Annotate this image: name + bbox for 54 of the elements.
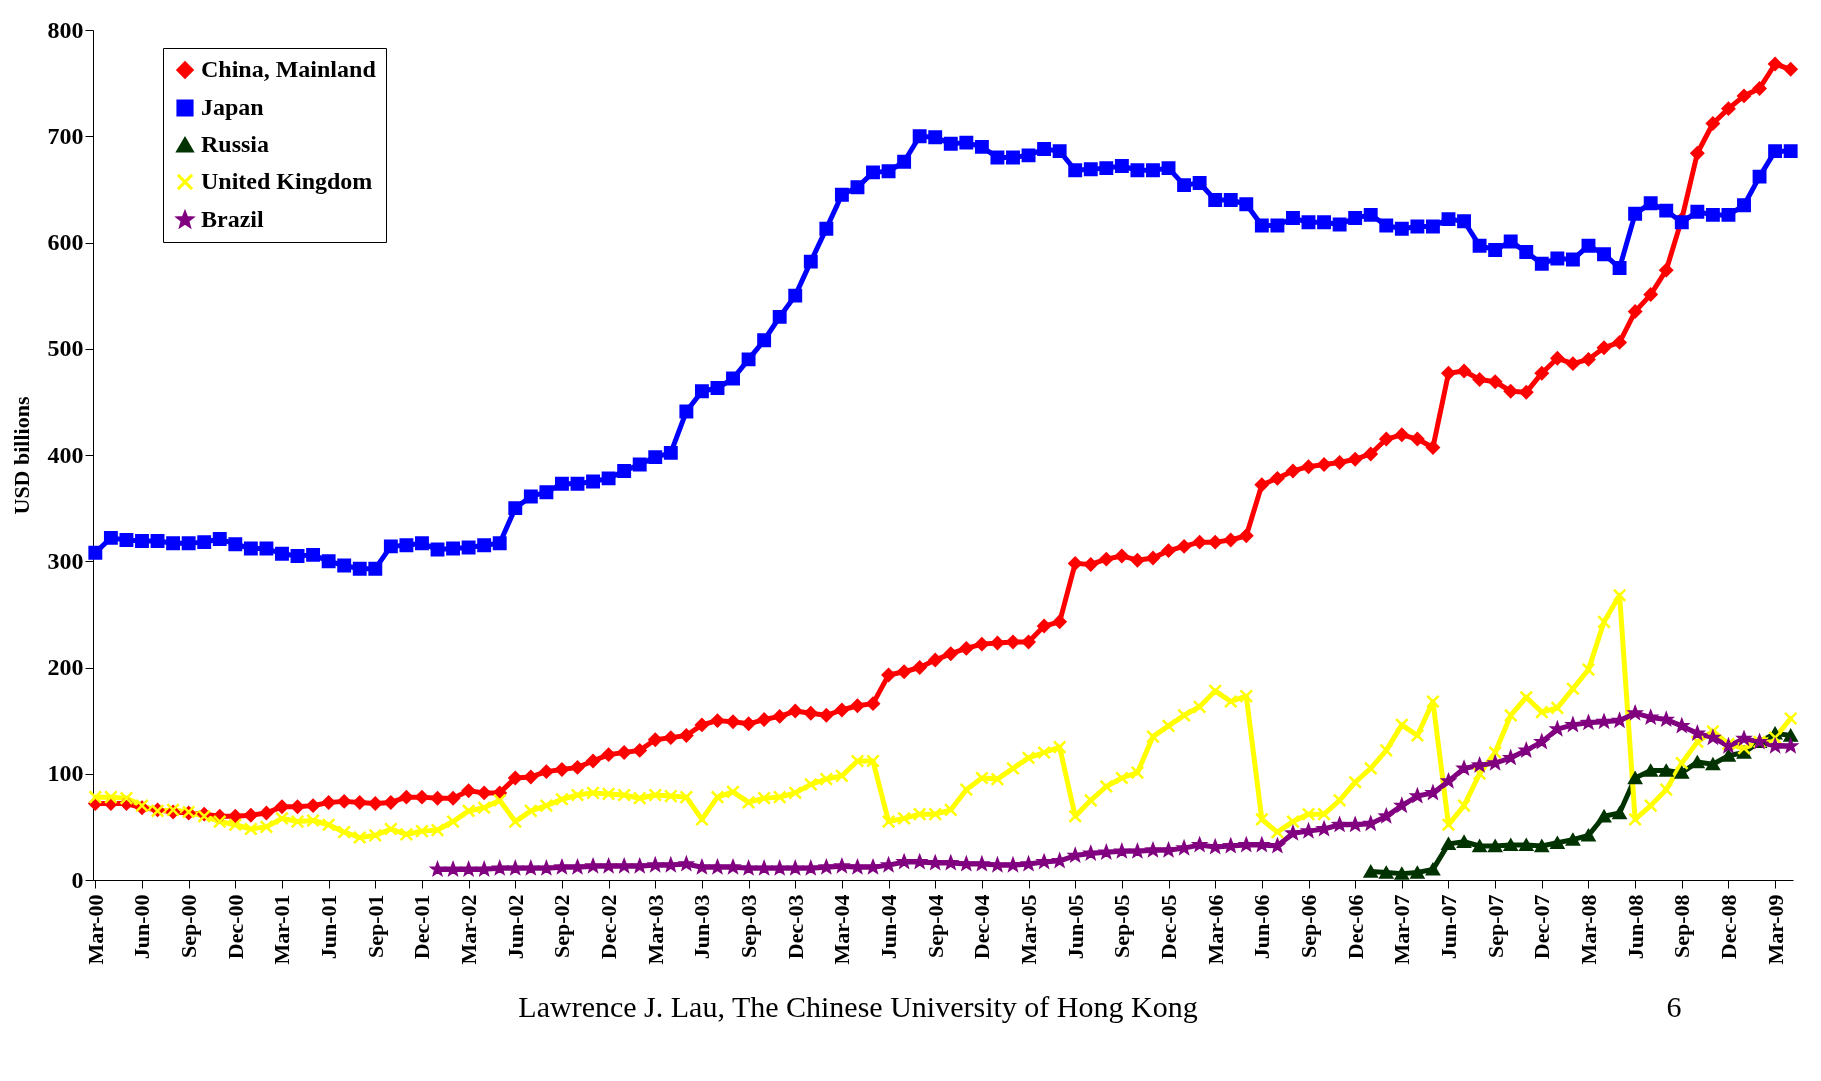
x-tick-label: Jun-00: [129, 894, 155, 960]
y-tick-label: 200: [47, 654, 84, 680]
x-tick-label: Jun-06: [1249, 894, 1275, 960]
legend-label: Russia: [201, 131, 270, 157]
x-tick-label: Mar-07: [1389, 894, 1415, 965]
x-tick-label: Mar-03: [642, 894, 668, 965]
x-tick-label: Mar-09: [1762, 894, 1788, 965]
text: 6: [1666, 990, 1682, 1023]
legend-label: Japan: [201, 94, 264, 120]
y-tick-label: 700: [47, 122, 84, 149]
x-tick-label: Jun-01: [316, 894, 342, 960]
x-tick-label: Jun-08: [1622, 894, 1648, 960]
y-tick-label: 600: [47, 229, 84, 255]
x-tick-label: Jun-02: [502, 894, 528, 960]
x-tick-label: Dec-05: [1156, 894, 1182, 960]
x-tick-label: Dec-01: [409, 894, 435, 960]
y-tick-label: 0: [71, 866, 84, 893]
x-tick-label: Jun-04: [876, 894, 902, 960]
text: Lawrence J. Lau, The Chinese University of Hong Kong: [518, 990, 1198, 1023]
x-tick-label: Dec-03: [782, 894, 808, 960]
x-tick-label: Mar-01: [269, 894, 295, 965]
x-tick-label: Jun-07: [1435, 894, 1461, 960]
x-tick-label: Sep-02: [549, 894, 575, 959]
x-tick-label: Sep-04: [922, 894, 948, 959]
x-tick-label: Sep-03: [736, 894, 762, 959]
x-tick-label: Jun-03: [689, 894, 715, 960]
y-tick-label: 300: [47, 547, 84, 574]
x-tick-label: Sep-05: [1109, 894, 1135, 959]
x-tick-label: Jun-05: [1062, 894, 1088, 960]
x-tick-label: Dec-04: [969, 894, 995, 960]
x-tick-label: Mar-06: [1202, 894, 1228, 965]
legend-label: Brazil: [201, 206, 264, 232]
x-tick-label: Sep-01: [362, 894, 388, 959]
x-tick-label: Dec-06: [1342, 894, 1368, 960]
legend-label: United Kingdom: [201, 168, 373, 194]
x-tick-label: Sep-07: [1482, 894, 1508, 959]
y-tick-label: 400: [47, 441, 84, 468]
x-tick-label: Sep-00: [176, 894, 202, 959]
y-axis-title: USD billions: [8, 396, 34, 515]
x-tick-label: Mar-04: [829, 894, 855, 965]
y-tick-label: 100: [47, 760, 84, 787]
x-tick-label: Sep-08: [1669, 894, 1695, 959]
y-tick-label: 800: [47, 16, 84, 43]
x-tick-label: Dec-00: [222, 894, 248, 960]
legend-label: China, Mainland: [201, 56, 377, 82]
x-tick-label: Mar-00: [82, 894, 108, 965]
x-tick-label: Dec-07: [1529, 894, 1555, 960]
y-tick-label: 500: [47, 335, 84, 362]
x-tick-label: Dec-08: [1715, 894, 1741, 960]
x-tick-label: Sep-06: [1296, 894, 1322, 959]
x-tick-label: Mar-08: [1575, 894, 1601, 965]
x-tick-label: Mar-05: [1016, 894, 1042, 965]
x-tick-label: Mar-02: [456, 894, 482, 965]
x-tick-label: Dec-02: [596, 894, 622, 960]
